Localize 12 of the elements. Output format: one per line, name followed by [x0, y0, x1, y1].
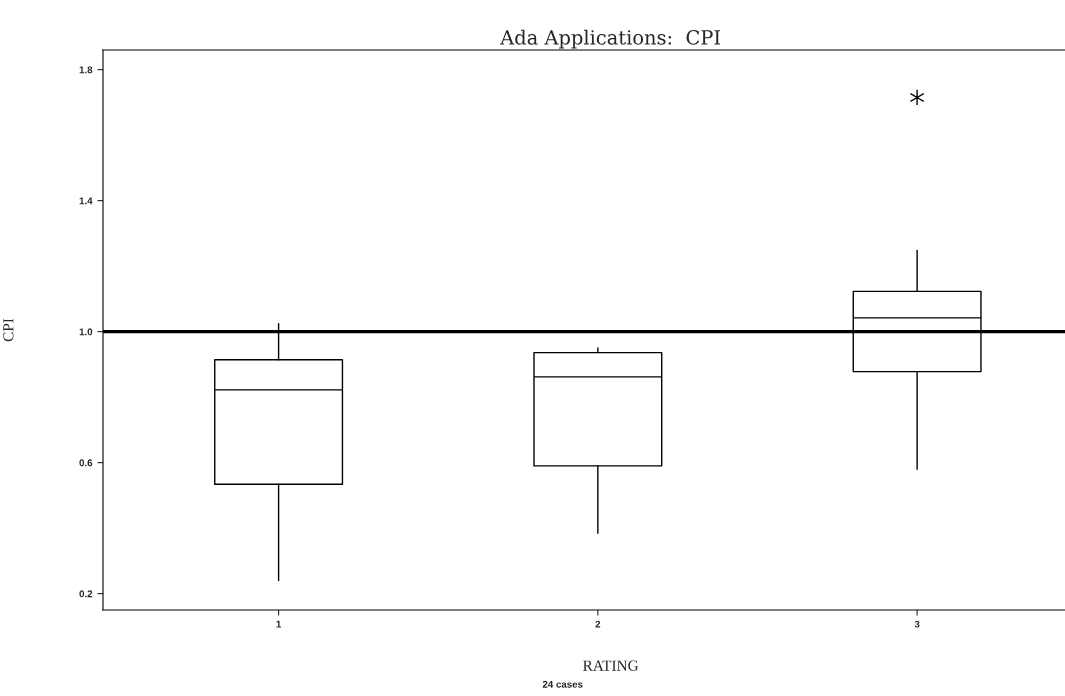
x-tick-label: 1 [276, 620, 282, 628]
x-tick-label: 3 [914, 620, 920, 628]
y-tick-label: 1.8 [79, 66, 93, 74]
y-tick-label: 1.4 [79, 197, 93, 205]
x-axis-title: RATING [583, 660, 639, 671]
y-tick-label: 0.2 [79, 590, 93, 598]
text: 24 cases [542, 680, 583, 688]
y-axis-title: CPI [3, 318, 14, 342]
y-tick-label: 1.0 [79, 328, 93, 336]
chart-title: Ada Applications: CPI [500, 29, 721, 49]
y-tick-label: 0.6 [79, 459, 93, 467]
x-tick-label: 2 [595, 620, 601, 628]
